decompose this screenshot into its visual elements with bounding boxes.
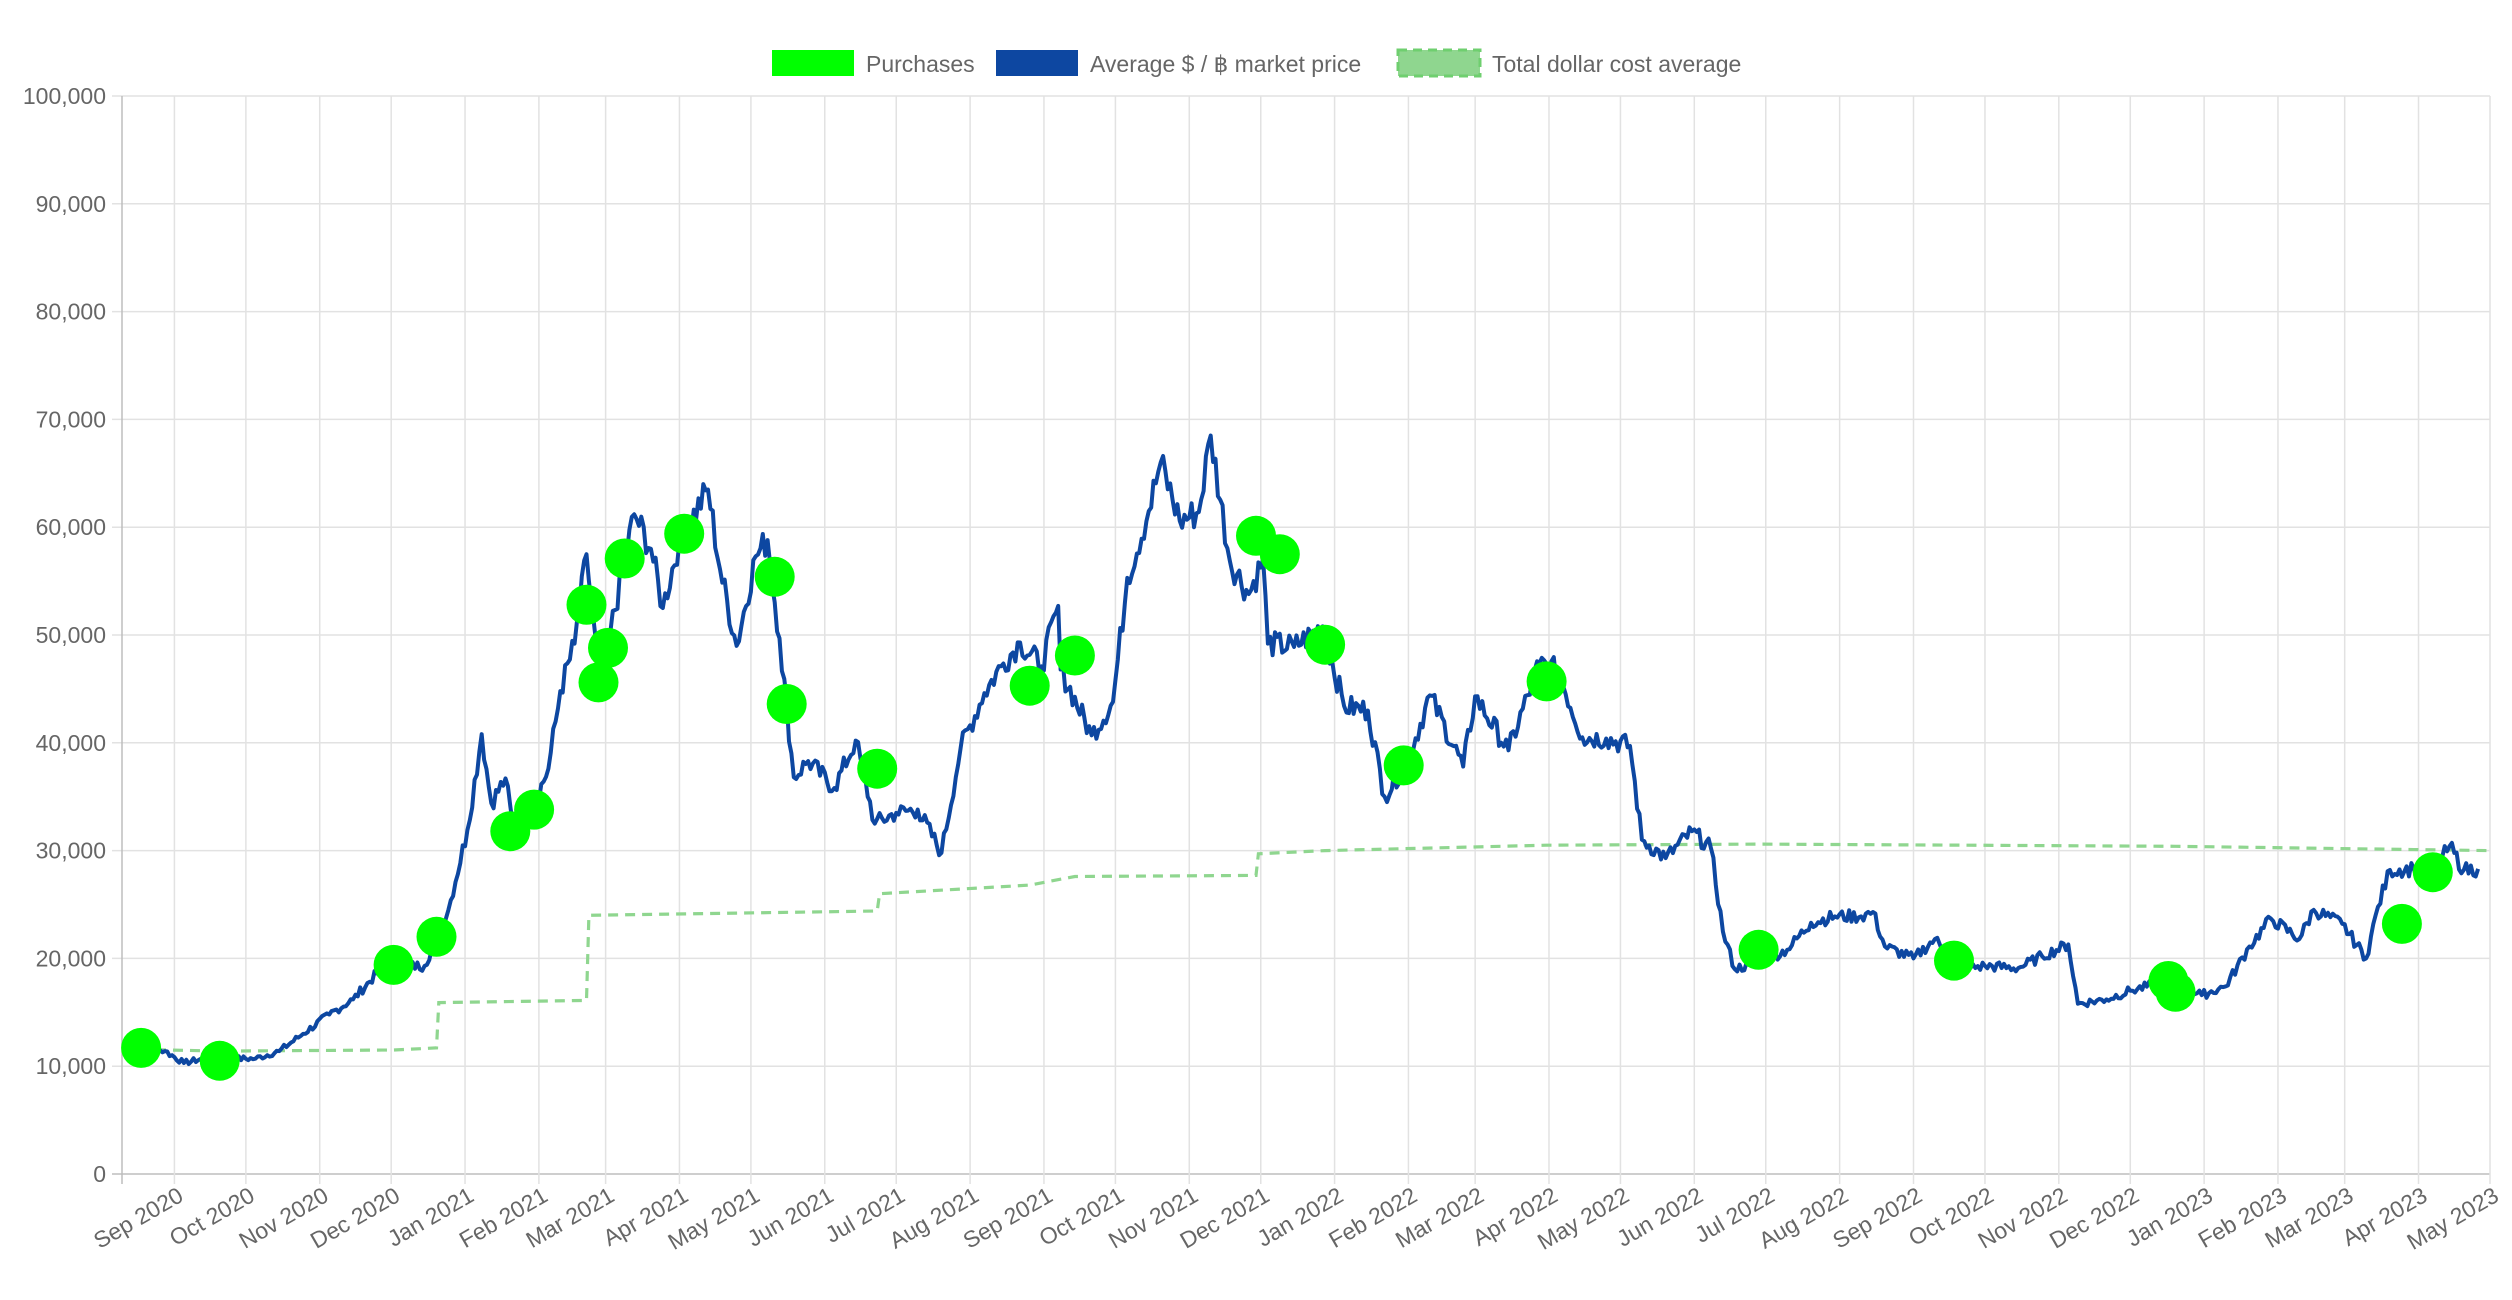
x-tick-label: Jun 2021 (743, 1182, 838, 1252)
legend-label-market-price[interactable]: Average $ / ฿ market price (1090, 51, 1361, 77)
y-tick-label: 70,000 (36, 406, 106, 432)
y-tick-label: 90,000 (36, 191, 106, 217)
legend-label-total-dca[interactable]: Total dollar cost average (1492, 51, 1741, 77)
legend-swatch-market-price[interactable] (996, 50, 1078, 76)
y-axis: 0 10,000 20,000 30,000 40,000 50,000 60,000 70,… (23, 83, 106, 1187)
y-tick-label: 60,000 (36, 514, 106, 540)
purchase-point (1009, 665, 1050, 706)
purchase-point (1305, 624, 1346, 665)
purchase-point (604, 538, 645, 579)
purchase-point (664, 513, 705, 554)
series-total-dollar-cost-average (121, 842, 2491, 1053)
purchase-point (514, 789, 555, 830)
purchase-point (766, 684, 807, 724)
y-tick-label: 0 (93, 1161, 106, 1187)
purchase-point (1259, 534, 1300, 575)
purchase-point (588, 627, 628, 668)
purchase-point (1054, 635, 1095, 676)
series-average-market-price (121, 433, 2481, 1066)
plot-area (121, 433, 2491, 1081)
purchase-point (121, 1027, 162, 1068)
purchase-point (1738, 929, 1779, 970)
y-tick-label: 40,000 (36, 730, 106, 756)
y-tick-label: 50,000 (36, 622, 106, 648)
purchase-point (578, 662, 619, 703)
purchase-point (2155, 971, 2196, 1012)
purchase-point (857, 748, 898, 789)
purchase-point (199, 1040, 240, 1081)
chart-legend: Purchases Average $ / ฿ market price Tot… (772, 48, 1741, 78)
y-tick-label: 30,000 (36, 838, 106, 864)
purchase-point (1934, 940, 1974, 981)
purchase-point (2412, 852, 2453, 893)
purchase-point (566, 584, 607, 625)
y-tick-label: 20,000 (36, 945, 106, 971)
y-tick-label: 10,000 (36, 1053, 106, 1079)
y-tick-label: 100,000 (23, 83, 106, 109)
legend-swatch-total-dca[interactable] (1396, 48, 1482, 78)
legend-swatch-purchases[interactable] (772, 50, 854, 76)
y-tick-label: 80,000 (36, 299, 106, 325)
purchase-point (1383, 745, 1424, 786)
purchase-point (754, 556, 795, 597)
purchase-point (416, 916, 457, 957)
purchase-point (373, 944, 414, 985)
chart-grid (112, 95, 2491, 1184)
x-tick-label: Jun 2022 (1612, 1182, 1707, 1252)
purchase-point (2381, 903, 2422, 944)
legend-label-purchases[interactable]: Purchases (866, 51, 975, 77)
purchase-point (1526, 661, 1567, 702)
